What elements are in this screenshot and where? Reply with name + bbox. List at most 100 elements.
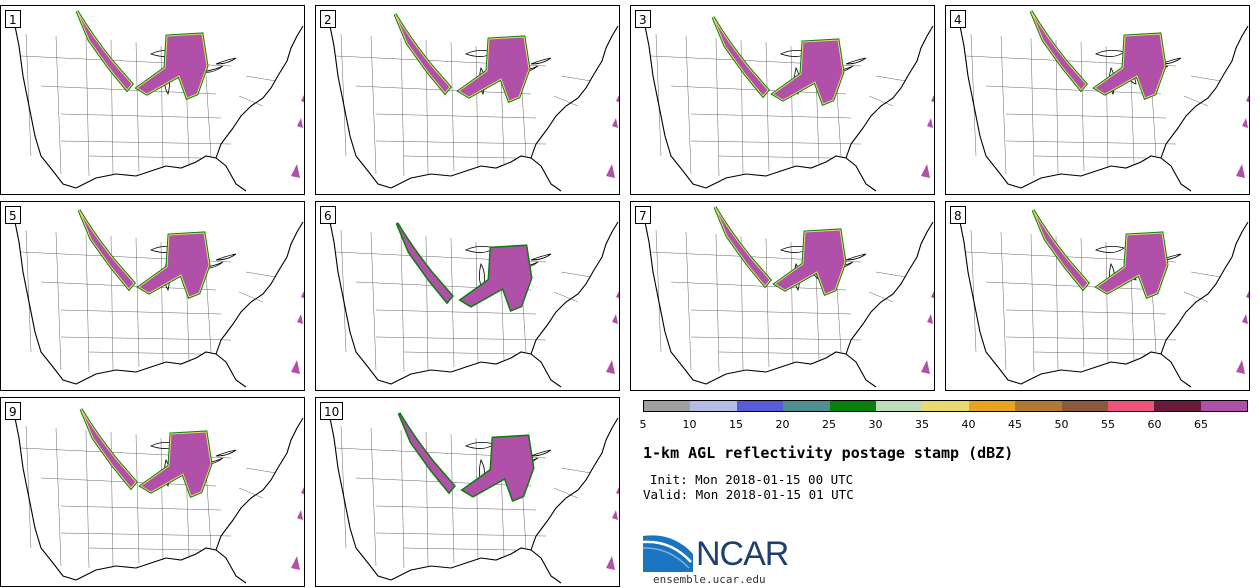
colorbar-segment [1015, 401, 1062, 411]
echo-core [774, 229, 846, 295]
coastal-echoes [291, 487, 304, 570]
echo-core [1030, 10, 1087, 91]
colorbar-tick-label: 60 [1147, 418, 1162, 431]
member-label: 1 [5, 10, 21, 28]
coastline [323, 211, 619, 388]
colorbar-segment [783, 401, 830, 411]
state-boundaries [20, 33, 277, 177]
echo-core [1094, 33, 1166, 99]
reflectivity-echo [458, 244, 533, 312]
colorbar-tick-label: 15 [729, 418, 743, 431]
echo-core [140, 431, 212, 497]
us-map [8, 209, 304, 388]
us-map [323, 211, 619, 388]
us-map [953, 209, 1249, 388]
colorbar-segment [736, 401, 784, 411]
colorbar-tick-label: 45 [1008, 418, 1022, 431]
state-boundaries [20, 425, 277, 569]
echo-core [772, 39, 844, 105]
state-boundaries [20, 229, 277, 373]
member-label: 2 [320, 10, 336, 28]
reflectivity-echo [460, 434, 535, 502]
echo-core [80, 408, 137, 489]
state-boundaries [335, 33, 592, 177]
member-label: 6 [320, 206, 336, 224]
us-map [8, 10, 304, 192]
map-panel: 2 [315, 5, 620, 195]
coastal-echoes [606, 291, 619, 374]
coastal-echoes [291, 291, 304, 374]
echo-core [78, 209, 135, 290]
colorbar-segment [1154, 401, 1201, 411]
echo-core [394, 13, 451, 94]
us-map [638, 206, 934, 388]
colorbar-tick-label: 25 [822, 418, 836, 431]
ncar-logo-icon [643, 535, 693, 572]
reflectivity-echo [393, 13, 452, 96]
us-map [8, 407, 304, 584]
ensemble-url: ensemble.ucar.edu [653, 573, 766, 586]
coastline [323, 15, 619, 192]
coastal-echoes [921, 291, 934, 374]
reflectivity-echo [1031, 209, 1090, 292]
member-label: 7 [635, 206, 651, 224]
colorbar-tick-label: 55 [1101, 418, 1115, 431]
member-label: 9 [5, 402, 21, 420]
echo-core [463, 436, 533, 500]
colorbar-segment [690, 401, 737, 411]
map-panel: 6 [315, 201, 620, 391]
colorbar-segment [829, 401, 876, 411]
state-boundaries [965, 33, 1222, 177]
reflectivity-echo [138, 430, 213, 498]
reflectivity-echo [79, 408, 138, 491]
colorbar-segment [644, 401, 691, 411]
coastal-echoes [606, 95, 619, 178]
state-boundaries [965, 229, 1222, 373]
echo-core [1096, 232, 1168, 298]
map-panel: 8 [945, 201, 1250, 391]
colorbar-tick-label: 50 [1054, 418, 1069, 431]
coastal-echoes [1236, 95, 1249, 178]
colorbar-segment [922, 401, 969, 411]
colorbar-tick-label: 20 [775, 418, 790, 431]
map-panel: 9 [0, 397, 305, 587]
map-panel: 4 [945, 5, 1250, 195]
colorbar-segment [968, 401, 1016, 411]
colorbar-tick-label: 5 [639, 418, 647, 431]
coastline [8, 15, 304, 192]
coastal-echoes [606, 487, 619, 570]
coastline [323, 407, 619, 584]
valid-time: Valid: Mon 2018-01-15 01 UTC [643, 487, 854, 502]
coastal-echoes [921, 95, 934, 178]
member-label: 5 [5, 206, 21, 224]
reflectivity-echo [1092, 32, 1167, 100]
reflectivity-echo [772, 228, 847, 296]
coastline [953, 15, 1249, 192]
us-map [953, 10, 1249, 192]
us-map [323, 13, 619, 192]
echo-core [136, 33, 208, 99]
coastal-echoes [1236, 291, 1249, 374]
coastline [8, 407, 304, 584]
reflectivity-echo [395, 222, 454, 305]
reflectivity-echo [77, 209, 136, 292]
colorbar-tick-label: 30 [868, 418, 883, 431]
reflectivity-echo [770, 38, 845, 106]
map-panel: 10 [315, 397, 620, 587]
echo-core [458, 36, 530, 102]
coastline [638, 15, 934, 192]
init-time: Init: Mon 2018-01-15 00 UTC [650, 472, 854, 487]
map-panel: 3 [630, 5, 935, 195]
reflectivity-echo [1029, 10, 1088, 93]
reflectivity-colorbar [643, 400, 1248, 412]
echo-core [399, 413, 454, 492]
state-boundaries [650, 229, 907, 373]
colorbar-segment [1107, 401, 1155, 411]
echo-core [397, 223, 452, 302]
colorbar-segment [1200, 401, 1248, 411]
state-boundaries [335, 425, 592, 569]
reflectivity-echo [397, 412, 456, 495]
map-panel: 1 [0, 5, 305, 195]
colorbar-segment [1061, 401, 1108, 411]
reflectivity-echo [134, 32, 209, 100]
